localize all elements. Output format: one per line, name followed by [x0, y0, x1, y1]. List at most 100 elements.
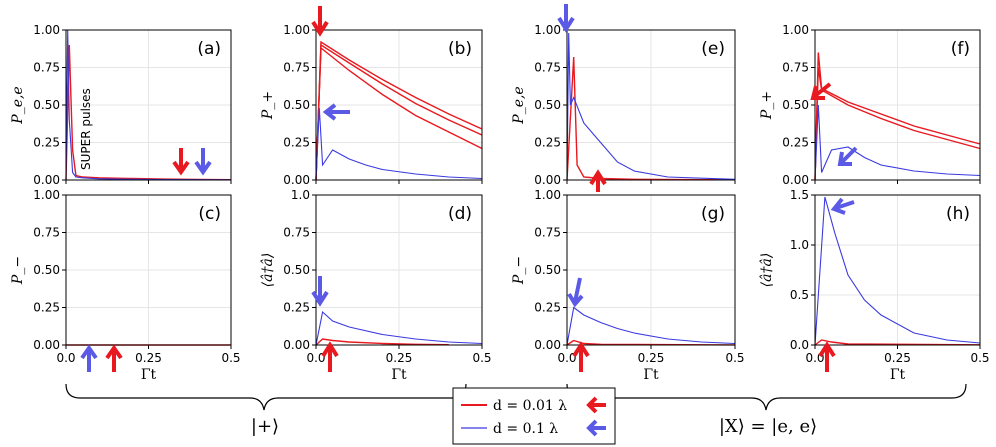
ytick-label: 1.00: [534, 23, 561, 37]
x-axis-label: Γt: [890, 367, 906, 383]
xtick-label: 0.5: [970, 351, 989, 365]
panel-label: (c): [198, 204, 221, 224]
ytick-label: 0.75: [283, 61, 310, 75]
xtick-label: 0.25: [135, 351, 162, 365]
y-axis-label: P_+: [260, 91, 276, 120]
series-line-blue: [566, 32, 736, 181]
super-pulses-annotation: SUPER pulses: [79, 88, 93, 170]
ytick-label: 0.75: [283, 226, 310, 240]
arrow-red-e: [589, 169, 607, 192]
legend-box: [452, 387, 616, 445]
ytick-label: 0.25: [782, 136, 809, 150]
plot-frame: [814, 194, 981, 346]
ytick-label: 0.50: [283, 98, 310, 112]
panel-label: (e): [701, 39, 725, 59]
arrow-blue-c: [80, 344, 98, 372]
ytick-label: 0.50: [283, 263, 310, 277]
arrow-blue-g: [567, 277, 584, 308]
xtick-label: 0.5: [221, 351, 240, 365]
x-axis-label: Γt: [391, 367, 407, 383]
series-line-blue: [315, 310, 483, 346]
ytick-label: 0.75: [782, 61, 809, 75]
arrow-red-b: [311, 6, 329, 37]
panel-d: 0.00 0.25 0.50 0.75 1.0 0.0 0.25 0.5 Γt (d) ⟨â†â⟩: [260, 188, 492, 383]
xtick-label: 0.5: [725, 351, 744, 365]
arrow-blue-b: [322, 103, 350, 121]
y-axis-label: ⟨â†â⟩: [260, 253, 276, 288]
arrow-blue-d: [311, 276, 329, 307]
legend-arrow-blue: [586, 419, 606, 437]
plot-frame: [814, 29, 981, 181]
ytick-label: 0.50: [33, 98, 60, 112]
ytick-label: 1.00: [534, 188, 561, 202]
ytick-label: 0.5: [790, 288, 809, 302]
ytick-label: 0.25: [33, 301, 60, 315]
xtick-label: 0.0: [306, 351, 325, 365]
panel-label: (d): [448, 204, 472, 224]
legend: d = 0.01 λ d = 0.1 λ: [452, 387, 616, 445]
plot-frame: [65, 29, 232, 181]
ytick-label: 0.75: [534, 226, 561, 240]
y-axis-label: P_e,e: [10, 86, 26, 124]
ytick-label: 0.50: [534, 263, 561, 277]
ytick-label: 0.50: [534, 98, 561, 112]
plot-frame: [566, 29, 736, 181]
arrow-blue-a: [194, 148, 212, 176]
arrow-red-h: [818, 341, 836, 372]
panel-a: 0.00 0.25 0.50 0.75 1.00 (a) P_e,e: [10, 23, 232, 187]
xtick-label: 0.0: [557, 351, 576, 365]
legend-label-blue: d = 0.1 λ: [493, 421, 558, 437]
xtick-label: 0.25: [386, 351, 413, 365]
arrow-red-a: [172, 148, 190, 176]
series-line-red: [814, 52, 981, 181]
panels: 0.000.250.500.751.00(a)P_e,e0.000.250.50…: [10, 23, 990, 383]
plot-frame: [65, 194, 232, 346]
ytick-label: 0.25: [534, 136, 561, 150]
brace-right: [566, 383, 967, 411]
arrow-red-g: [572, 341, 590, 372]
ytick-label: 0.25: [283, 136, 310, 150]
panel-g: 0.00 0.25 0.50 0.75 1.00 0.0 0.25 0.5 Γt (g) P_−: [511, 188, 745, 383]
panel-label: (g): [701, 204, 725, 224]
legend-label-red: d = 0.01 λ: [493, 398, 567, 414]
panel-label: (b): [448, 39, 472, 59]
arrow-red-f: [810, 82, 832, 100]
y-axis-label: P_−: [10, 256, 26, 285]
xtick-label: 0.25: [638, 351, 665, 365]
ytick-label: 0.00: [283, 338, 310, 352]
arrow-blue-e: [557, 4, 575, 33]
ytick-label: 0.0: [790, 338, 809, 352]
y-axis-label: P_−: [511, 256, 527, 285]
xtick-label: 0.0: [56, 351, 75, 365]
y-axis-label: P_+: [759, 91, 775, 120]
ytick-label: 0.00: [33, 338, 60, 352]
arrow-blue-h: [830, 197, 855, 215]
series-line-red: [814, 67, 981, 181]
panel-e: 0.00 0.25 0.50 0.75 1.00 (e) P_e,e: [511, 23, 736, 187]
xtick-label: 0.25: [884, 351, 911, 365]
brace-left: [65, 383, 467, 411]
panel-b: 0.00 0.25 0.50 0.75 1.00 (b) P_+: [260, 23, 483, 187]
ytick-label: 1.0: [291, 188, 310, 202]
ytick-label: 0.75: [33, 61, 60, 75]
series-line-blue: [315, 107, 483, 181]
panel-label: (f): [951, 39, 970, 59]
arrows: [80, 4, 858, 372]
ytick-label: 1.00: [33, 188, 60, 202]
plot-frame: [566, 194, 736, 346]
ytick-label: 1.00: [283, 23, 310, 37]
y-axis-label: P_e,e: [511, 86, 527, 124]
arrow-red-c: [105, 344, 123, 372]
ytick-label: 0.00: [534, 173, 561, 187]
y-axis-label: ⟨â†â⟩: [759, 253, 775, 288]
ytick-label: 0.25: [283, 301, 310, 315]
ytick-label: 0.00: [782, 173, 809, 187]
panel-c: 0.00 0.25 0.50 0.75 1.00 0.0 0.25 0.5 Γt (c) P_−: [10, 188, 241, 383]
ytick-label: 1.5: [790, 188, 809, 202]
panel-f: 0.00 0.25 0.50 0.75 1.00 (f) P_+: [759, 23, 981, 187]
ytick-label: 0.25: [534, 301, 561, 315]
plot-frame: [315, 29, 483, 181]
ytick-label: 1.00: [782, 23, 809, 37]
panel-label: (h): [946, 204, 970, 224]
arrow-blue-f: [837, 146, 858, 166]
